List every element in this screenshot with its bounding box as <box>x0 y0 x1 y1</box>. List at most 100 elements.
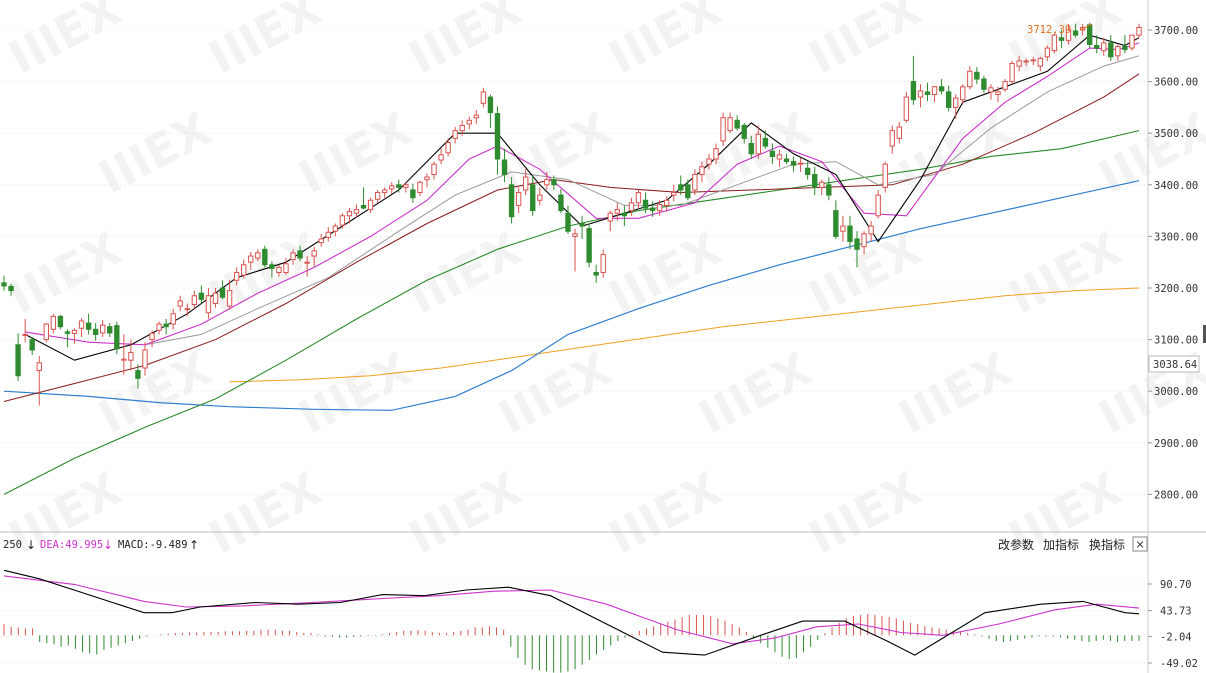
candle-body <box>445 141 451 154</box>
add-indicator-button[interactable]: 加指标 <box>1043 537 1079 552</box>
change-params-button[interactable]: 改参数 <box>998 537 1034 552</box>
candle <box>938 79 945 95</box>
candle-body <box>1002 81 1008 90</box>
candle-body <box>635 192 642 204</box>
candle <box>685 179 691 201</box>
candle <box>896 121 902 144</box>
candle-body <box>755 133 762 155</box>
scroll-handle[interactable] <box>1203 325 1206 343</box>
candle-body <box>579 223 585 227</box>
candle-body <box>501 159 508 175</box>
candle <box>593 264 599 283</box>
candle <box>565 205 571 234</box>
price-tick-label: 3600.00 <box>1154 77 1198 89</box>
candle-body <box>565 212 571 232</box>
candle-body <box>163 323 169 328</box>
candle <box>353 204 360 218</box>
price-tick-label: 2800.00 <box>1154 489 1198 501</box>
candlesticks <box>1 22 1142 406</box>
candle-body <box>945 91 952 108</box>
candle <box>967 66 973 90</box>
candle <box>1136 23 1142 38</box>
candle <box>544 171 550 190</box>
candle <box>480 87 487 108</box>
switch-indicator-button[interactable]: 换指标 <box>1089 537 1125 552</box>
candle <box>248 251 254 270</box>
candle-body <box>861 233 867 248</box>
candle <box>149 330 155 348</box>
candle-body <box>1122 46 1128 51</box>
candle <box>191 290 198 309</box>
candle-body <box>29 339 35 351</box>
candle <box>755 125 762 159</box>
candle-body <box>15 344 21 377</box>
candle <box>205 288 212 319</box>
candle-body <box>776 154 783 160</box>
candle-body <box>981 78 987 90</box>
candle <box>910 55 917 105</box>
candle-body <box>621 212 628 217</box>
candle <box>262 245 268 268</box>
close-icon[interactable]: ✕ <box>1136 539 1145 552</box>
candle <box>445 138 451 157</box>
candle <box>924 82 931 102</box>
price-tick-label: 3200.00 <box>1154 283 1198 295</box>
candle <box>847 215 853 250</box>
current-price-box <box>1148 355 1200 373</box>
candle <box>360 187 367 210</box>
close-indicator-button[interactable] <box>1132 536 1148 552</box>
candle-body <box>438 154 444 161</box>
dea-label: DEA:49.995 <box>40 539 103 551</box>
candle-body <box>1072 30 1079 36</box>
candle-body <box>995 91 1001 95</box>
candle-body <box>78 320 85 329</box>
price-gridlines <box>0 29 1148 495</box>
candle <box>311 246 317 268</box>
candle <box>671 184 677 202</box>
candle-body <box>537 194 543 201</box>
candle-body <box>924 91 931 95</box>
candle-body <box>36 362 42 372</box>
candle <box>734 115 740 131</box>
candle <box>522 169 529 196</box>
candle <box>142 342 148 376</box>
candle-body <box>262 248 268 266</box>
candle <box>1051 32 1058 54</box>
candle-body <box>783 158 790 163</box>
candle <box>537 187 543 206</box>
candle <box>515 187 522 214</box>
ma30-line <box>3 73 1140 402</box>
candle-body <box>410 189 416 199</box>
candle-body <box>149 332 155 341</box>
candle-body <box>142 349 148 369</box>
candle <box>748 135 754 159</box>
candle-body <box>487 96 494 114</box>
dif-line <box>3 569 1140 656</box>
candle-body <box>544 179 550 186</box>
candle <box>417 180 423 197</box>
candle-body <box>170 313 176 325</box>
candle-body <box>1115 46 1121 57</box>
indicator-gridlines <box>0 583 1148 664</box>
candle <box>438 148 444 165</box>
candle-body <box>593 272 599 276</box>
candle-body <box>57 315 64 328</box>
candle <box>783 153 790 165</box>
candle-body <box>311 250 317 257</box>
indicator-tick-label: -2.04 <box>1160 631 1192 643</box>
candle-body <box>128 352 134 361</box>
candle-body <box>642 199 649 209</box>
candle <box>1129 34 1135 51</box>
candle-body <box>960 86 966 101</box>
candle-body <box>283 263 289 274</box>
candle-body <box>1023 60 1029 63</box>
candle <box>459 120 465 136</box>
candle <box>346 208 353 224</box>
candle <box>219 280 226 300</box>
candle-body <box>459 124 465 132</box>
candle <box>826 177 832 201</box>
candle-body <box>452 130 458 139</box>
candle <box>790 156 797 172</box>
watermark-logo: IIIEX <box>800 0 930 85</box>
candle-body <box>374 192 381 200</box>
